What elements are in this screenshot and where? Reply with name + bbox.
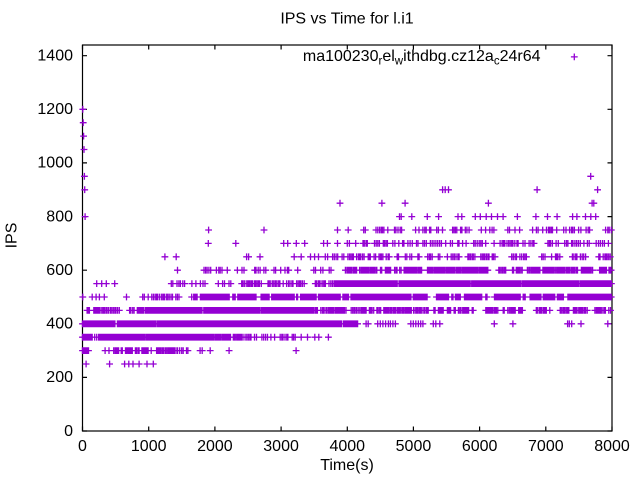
y-tick-label: 1200 [37,101,73,118]
x-tick-label: 1000 [131,438,167,455]
tick-marks [81,45,613,432]
x-tick-label: 4000 [329,438,365,455]
y-tick-label: 600 [46,262,73,279]
axis-tick-labels: 0 1000 2000 3000 4000 5000 6000 7000 8000 0 200 400… [37,48,629,455]
y-tick-label: 400 [46,316,73,333]
x-tick-label: 6000 [462,438,498,455]
x-tick-label: 0 [78,438,87,455]
x-tick-label: 8000 [594,438,630,455]
x-tick-label: 2000 [197,438,233,455]
chart-title: IPS vs Time for l.i1 [280,11,413,28]
plot-border [81,44,613,432]
x-tick-label: 3000 [263,438,299,455]
y-axis-label: IPS [4,223,21,249]
x-tick-label: 5000 [396,438,432,455]
axis-ticks [81,45,613,432]
legend-marker-plus-icon [570,53,578,61]
y-tick-label: 1400 [37,48,73,65]
y-tick-label: 1000 [37,155,73,172]
data-points [79,105,615,368]
legend: ma100230relwithdbg.cz12ac24r64 [303,48,578,68]
y-tick-label: 800 [46,208,73,225]
x-tick-label: 7000 [528,438,564,455]
x-axis-label: Time(s) [320,457,374,474]
legend-series-label: ma100230relwithdbg.cz12ac24r64 [303,48,541,68]
y-tick-label: 200 [46,369,73,386]
y-tick-label: 0 [64,423,73,440]
